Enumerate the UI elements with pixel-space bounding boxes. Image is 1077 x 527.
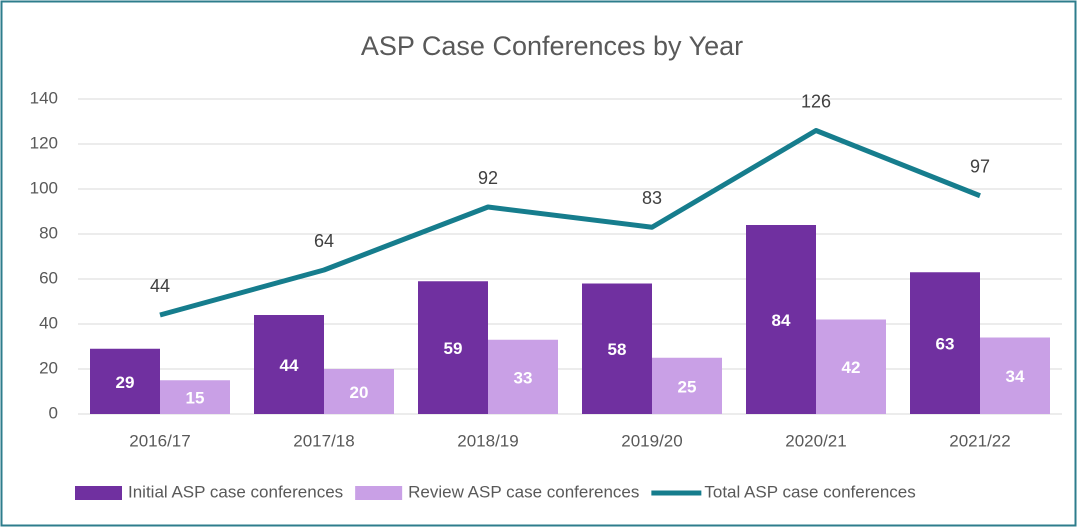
bar xyxy=(980,337,1050,414)
legend-swatch xyxy=(355,486,403,500)
bar xyxy=(582,283,652,414)
bar-value-label: 63 xyxy=(936,335,955,354)
bar xyxy=(254,315,324,414)
bar xyxy=(910,272,980,414)
y-tick-label: 60 xyxy=(39,268,58,287)
legend-label: Total ASP case conferences xyxy=(704,482,915,501)
bar xyxy=(90,348,160,414)
bar-value-label: 84 xyxy=(772,311,791,330)
bar-value-label: 42 xyxy=(842,358,861,377)
bar xyxy=(324,369,394,414)
x-tick-label: 2016/17 xyxy=(129,431,190,450)
bar-value-label: 29 xyxy=(116,373,135,392)
bar xyxy=(652,357,722,414)
legend-swatch xyxy=(75,486,122,500)
bar xyxy=(746,225,816,414)
line-value-label: 64 xyxy=(314,231,334,251)
bar-value-label: 15 xyxy=(186,389,205,408)
line-value-label: 126 xyxy=(801,91,831,111)
bar-value-label: 59 xyxy=(444,339,463,358)
line-value-label: 97 xyxy=(970,157,990,177)
bar-value-label: 25 xyxy=(678,377,697,396)
line-value-label: 92 xyxy=(478,168,498,188)
y-tick-label: 20 xyxy=(39,358,58,377)
y-tick-label: 40 xyxy=(39,313,58,332)
bar-value-label: 20 xyxy=(350,383,369,402)
bar-value-label: 44 xyxy=(280,356,299,375)
bar-value-label: 34 xyxy=(1006,367,1025,386)
bar xyxy=(418,281,488,414)
x-tick-label: 2020/21 xyxy=(785,431,846,450)
x-tick-label: 2019/20 xyxy=(621,431,682,450)
line xyxy=(159,128,981,318)
y-tick-label: 140 xyxy=(30,88,58,107)
chart-title: ASP Case Conferences by Year xyxy=(361,31,743,61)
x-tick-label: 2021/22 xyxy=(949,431,1010,450)
bar xyxy=(160,380,230,414)
y-tick-label: 100 xyxy=(30,178,58,197)
legend-label: Initial ASP case conferences xyxy=(128,482,343,501)
line-value-label: 83 xyxy=(642,188,662,208)
bar xyxy=(488,339,558,414)
line-value-label: 44 xyxy=(150,276,170,296)
y-tick-label: 0 xyxy=(49,403,58,422)
bar-value-label: 58 xyxy=(608,340,627,359)
legend-label: Review ASP case conferences xyxy=(408,482,639,501)
x-tick-label: 2017/18 xyxy=(293,431,354,450)
y-tick-label: 80 xyxy=(39,223,58,242)
bar xyxy=(816,319,886,414)
y-tick-label: 120 xyxy=(30,133,58,152)
bar-value-label: 33 xyxy=(514,368,533,387)
x-tick-label: 2018/19 xyxy=(457,431,518,450)
